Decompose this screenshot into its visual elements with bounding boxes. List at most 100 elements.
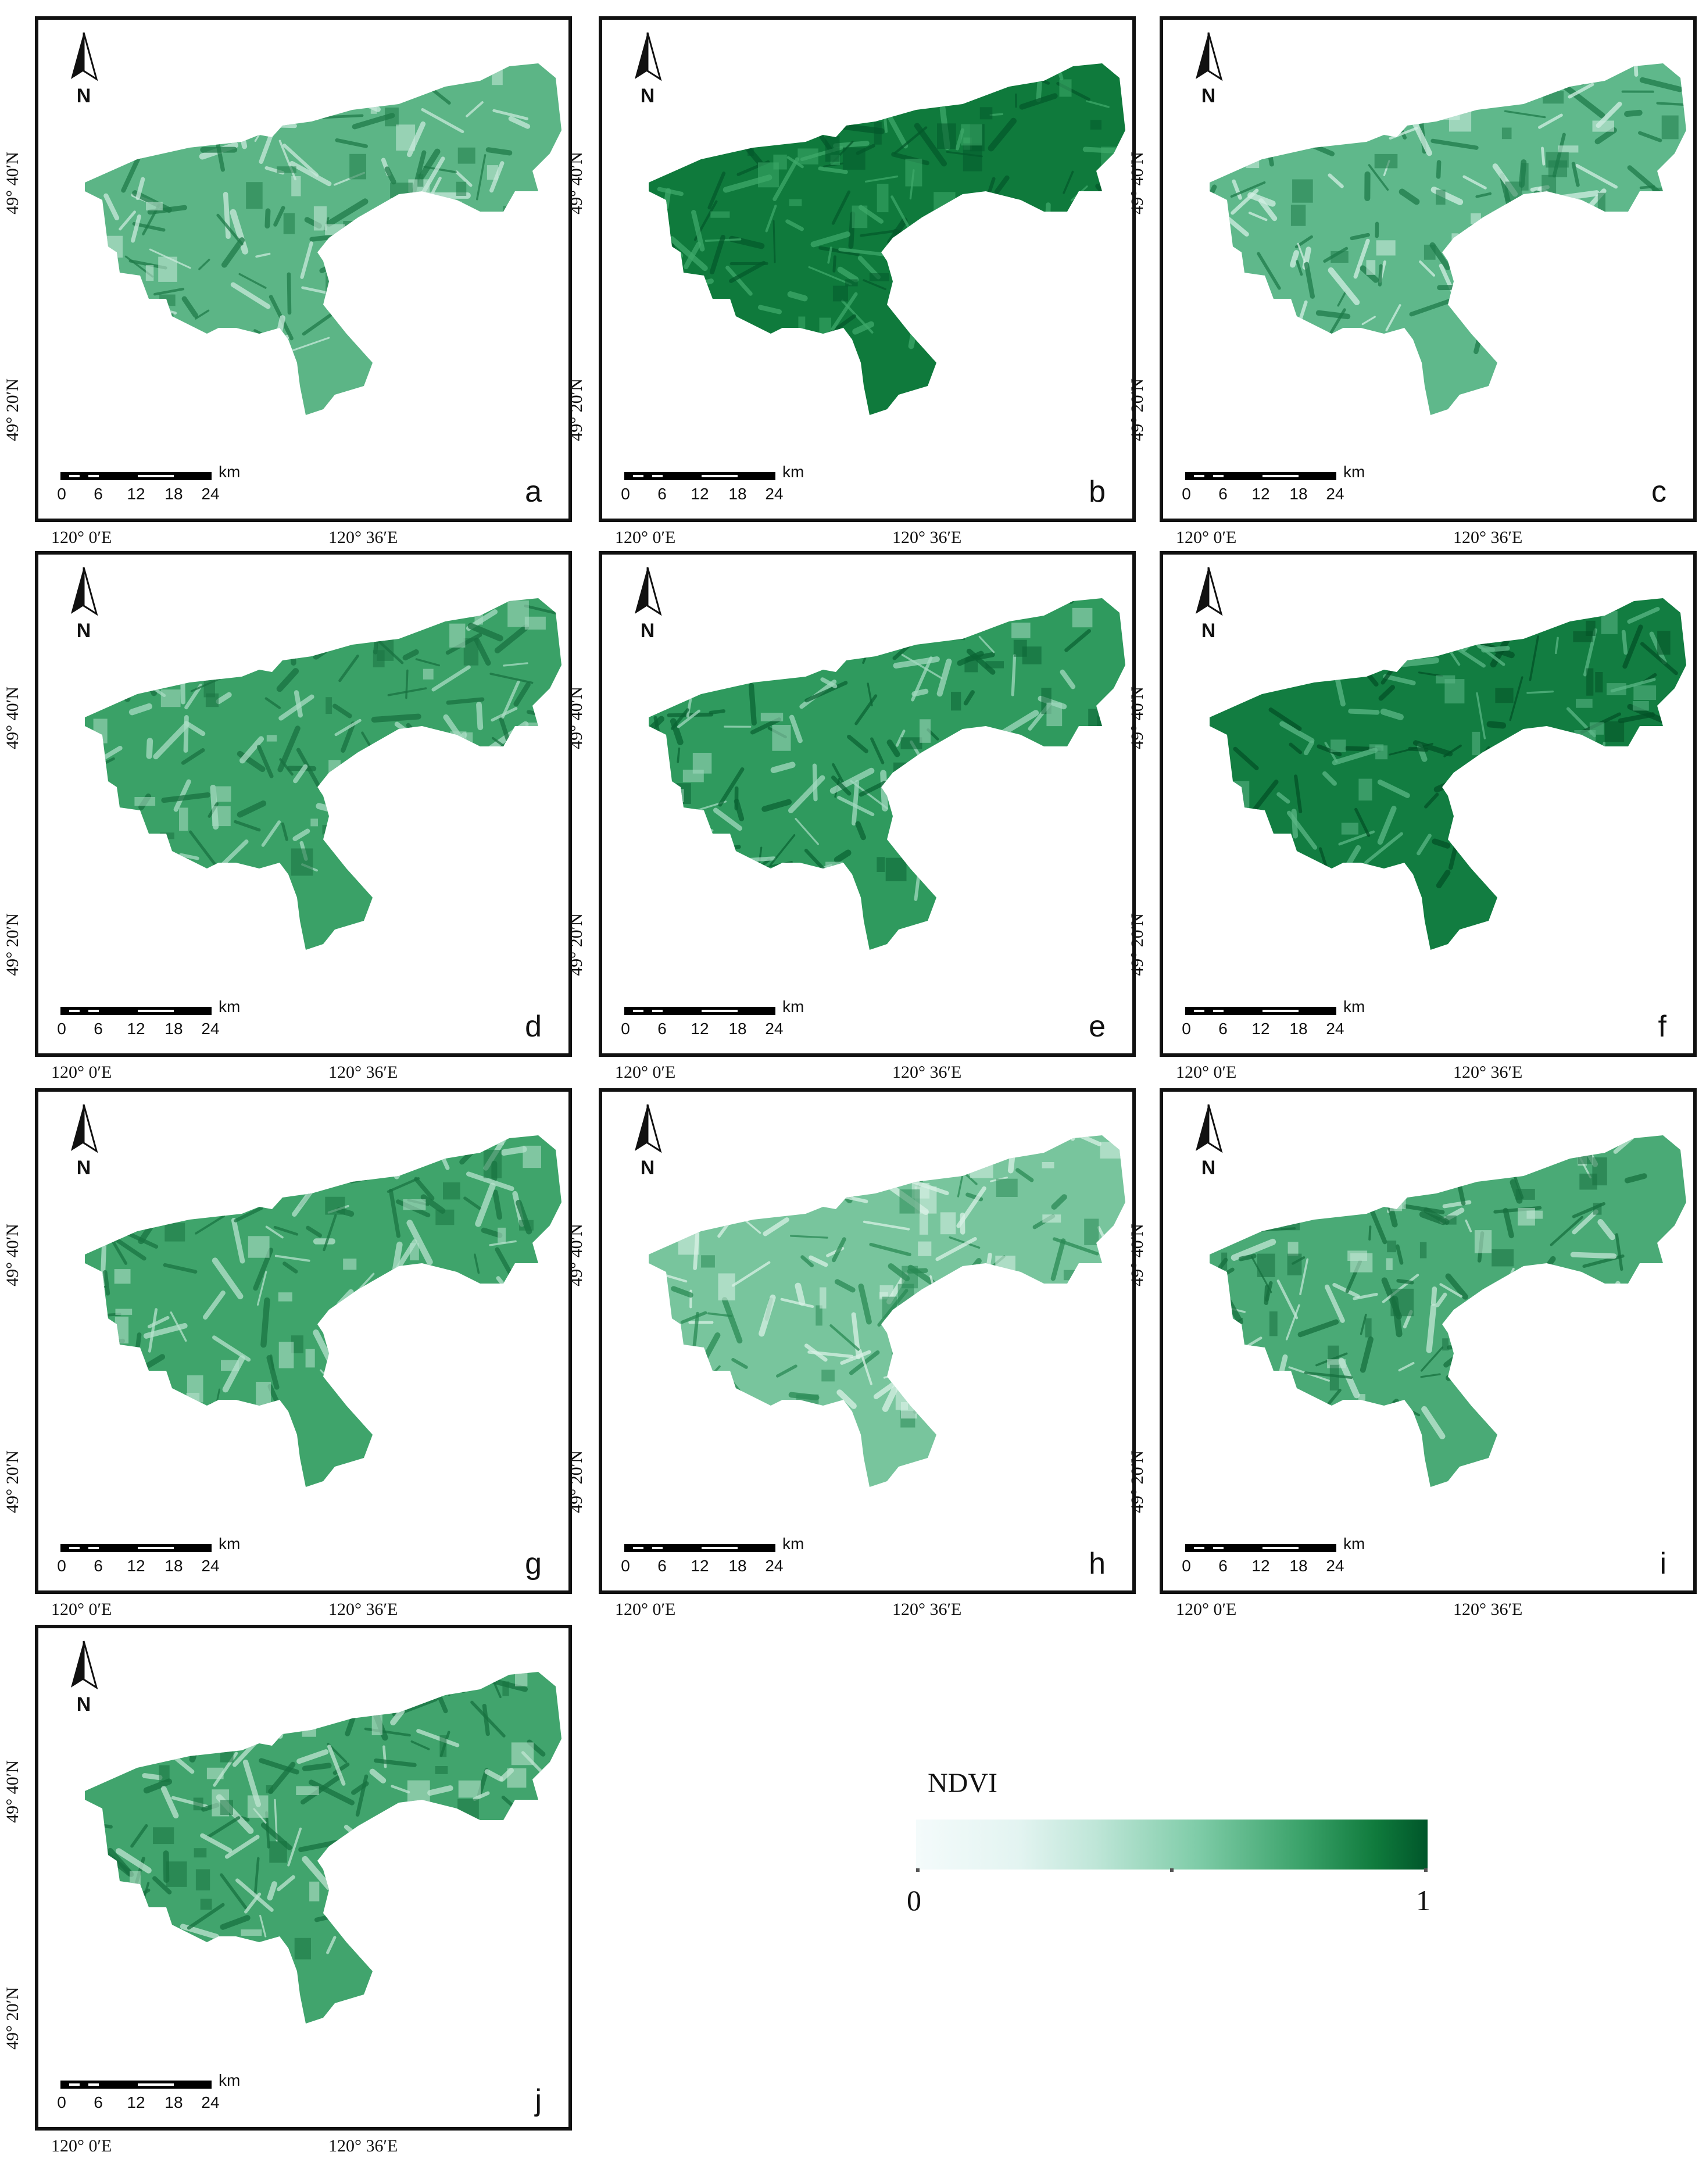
north-arrow-icon [635, 1104, 662, 1153]
ndvi-map-a [85, 63, 561, 415]
study-area-polygon [85, 598, 561, 950]
map-panel-c: N km 0 6 12 18 24 c 49° 40′N 49° 20′N 12… [1128, 16, 1697, 547]
ndvi-map-i [1210, 1135, 1686, 1487]
lat-label: 49° 20′N [2, 913, 22, 976]
scale-tick: 6 [94, 1557, 103, 1575]
lat-label: 49° 40′N [1127, 152, 1147, 215]
lat-label: 49° 20′N [1127, 1450, 1147, 1513]
lon-label: 120° 0′E [1176, 1600, 1237, 1619]
scale-tick: 6 [94, 2093, 103, 2111]
scale-tick: 6 [1218, 485, 1228, 503]
ndvi-map-h [649, 1135, 1125, 1487]
north-arrow: N [66, 1102, 101, 1184]
map-frame: N km 0 6 12 18 24 i [1160, 1088, 1697, 1594]
panel-letter: d [525, 1010, 542, 1043]
lat-label: 49° 40′N [566, 152, 586, 215]
lon-label: 120° 36′E [1453, 528, 1523, 547]
north-arrow: N [1191, 565, 1226, 646]
scale-tick: 0 [621, 485, 630, 503]
scale-bar-graphic [60, 472, 212, 480]
lat-label: 49° 40′N [2, 687, 22, 749]
ndvi-map-g [85, 1135, 561, 1487]
legend-tick-min [916, 1868, 920, 1872]
scale-tick: 12 [1251, 1557, 1270, 1575]
scale-tick: 0 [621, 1020, 630, 1038]
scale-unit: km [219, 463, 241, 481]
scale-tick: 12 [1251, 485, 1270, 503]
scale-tick: 24 [201, 2093, 220, 2111]
scale-unit: km [219, 998, 241, 1016]
ndvi-map-c [1210, 63, 1686, 415]
scale-unit: km [1343, 463, 1365, 481]
scale-unit: km [782, 463, 804, 481]
north-arrow-icon [1196, 1104, 1223, 1153]
map-frame: N km 0 6 12 18 24 g [35, 1088, 572, 1594]
study-area-polygon [85, 1672, 561, 2024]
lon-label: 120° 0′E [615, 1063, 676, 1082]
scale-bar-graphic [624, 1007, 775, 1015]
ndvi-map-j [85, 1672, 561, 2024]
scale-tick: 24 [201, 1020, 220, 1038]
lon-label: 120° 0′E [51, 528, 112, 547]
scale-tick: 12 [1251, 1020, 1270, 1038]
scale-unit: km [782, 998, 804, 1016]
north-arrow: N [630, 565, 665, 646]
lon-label: 120° 36′E [328, 528, 398, 547]
scale-tick: 6 [1218, 1020, 1228, 1038]
scale-bar-graphic [60, 1544, 212, 1552]
scale-bar: km 0 6 12 18 24 [55, 1534, 264, 1580]
map-frame: N km 0 6 12 18 24 h [599, 1088, 1136, 1594]
legend-min-label: 0 [907, 1884, 921, 1917]
north-arrow-icon [635, 567, 662, 616]
lon-label: 120° 36′E [892, 1600, 962, 1619]
map-panel-a: N km 0 6 12 18 24 a 49° 40′N 49° 20′N 12… [3, 16, 572, 547]
scale-tick: 18 [1289, 485, 1308, 503]
scale-tick: 18 [164, 1557, 183, 1575]
map-panel-d: N km 0 6 12 18 24 d 49° 40′N 49° 20′N 12… [3, 551, 572, 1082]
lat-label: 49° 40′N [2, 152, 22, 215]
lon-label: 120° 0′E [51, 1063, 112, 1082]
lon-label: 120° 0′E [615, 528, 676, 547]
north-letter: N [640, 620, 655, 642]
north-arrow-icon [71, 1640, 98, 1690]
map-panel-g: N km 0 6 12 18 24 g 49° 40′N 49° 20′N 12… [3, 1088, 572, 1619]
ndvi-map-b [649, 63, 1125, 415]
lon-label: 120° 0′E [615, 1600, 676, 1619]
study-area-polygon [649, 63, 1125, 415]
panel-letter: g [525, 1547, 542, 1581]
scale-tick: 0 [57, 1557, 66, 1575]
lon-label: 120° 36′E [1453, 1600, 1523, 1619]
scale-tick: 24 [1326, 1557, 1344, 1575]
scale-tick: 24 [765, 1020, 784, 1038]
lon-label: 120° 36′E [328, 2136, 398, 2156]
north-arrow: N [1191, 1102, 1226, 1184]
scale-tick: 18 [164, 485, 183, 503]
scale-tick: 0 [1182, 485, 1191, 503]
scale-bar-graphic [1185, 472, 1336, 480]
north-arrow: N [630, 30, 665, 112]
north-arrow-icon [71, 567, 98, 616]
scale-bar: km 0 6 12 18 24 [1179, 996, 1389, 1043]
north-letter: N [76, 1693, 91, 1715]
north-letter: N [640, 85, 655, 107]
scale-tick: 24 [1326, 485, 1344, 503]
scale-tick: 0 [57, 485, 66, 503]
legend-color-ramp [916, 1820, 1428, 1870]
north-arrow-icon [635, 32, 662, 81]
scale-tick: 6 [94, 1020, 103, 1038]
north-letter: N [1201, 85, 1216, 107]
lat-label: 49° 20′N [1127, 913, 1147, 976]
map-frame: N km 0 6 12 18 24 d [35, 551, 572, 1057]
north-arrow-icon [1196, 567, 1223, 616]
scale-tick: 0 [57, 2093, 66, 2111]
ndvi-map-d [85, 598, 561, 950]
map-panel-b: N km 0 6 12 18 24 b 49° 40′N 49° 20′N 12… [567, 16, 1136, 547]
legend-tick-max [1424, 1868, 1428, 1872]
panel-letter: c [1651, 475, 1666, 509]
scale-tick: 12 [691, 485, 709, 503]
north-arrow: N [66, 565, 101, 646]
panel-letter: f [1658, 1010, 1666, 1043]
north-arrow-icon [71, 1104, 98, 1153]
scale-tick: 12 [127, 2093, 145, 2111]
scale-bar-graphic [1185, 1544, 1336, 1552]
